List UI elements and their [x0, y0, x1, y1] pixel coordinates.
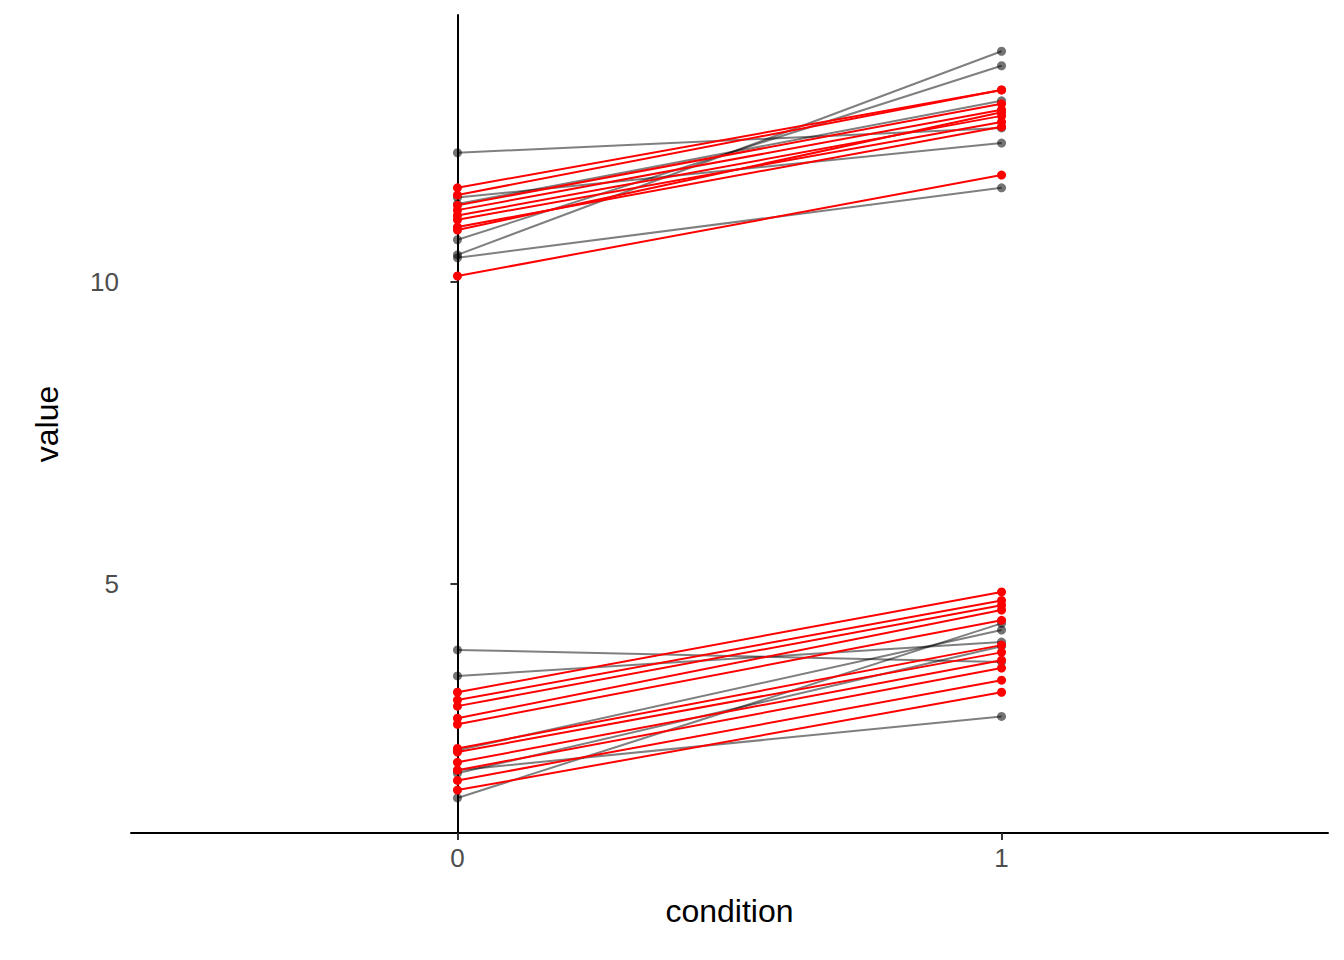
svg-text:value: value	[29, 386, 65, 463]
svg-text:0: 0	[450, 843, 464, 873]
svg-text:10: 10	[90, 267, 119, 297]
svg-text:1: 1	[994, 843, 1008, 873]
svg-text:5: 5	[105, 569, 119, 599]
svg-text:condition: condition	[665, 893, 793, 929]
